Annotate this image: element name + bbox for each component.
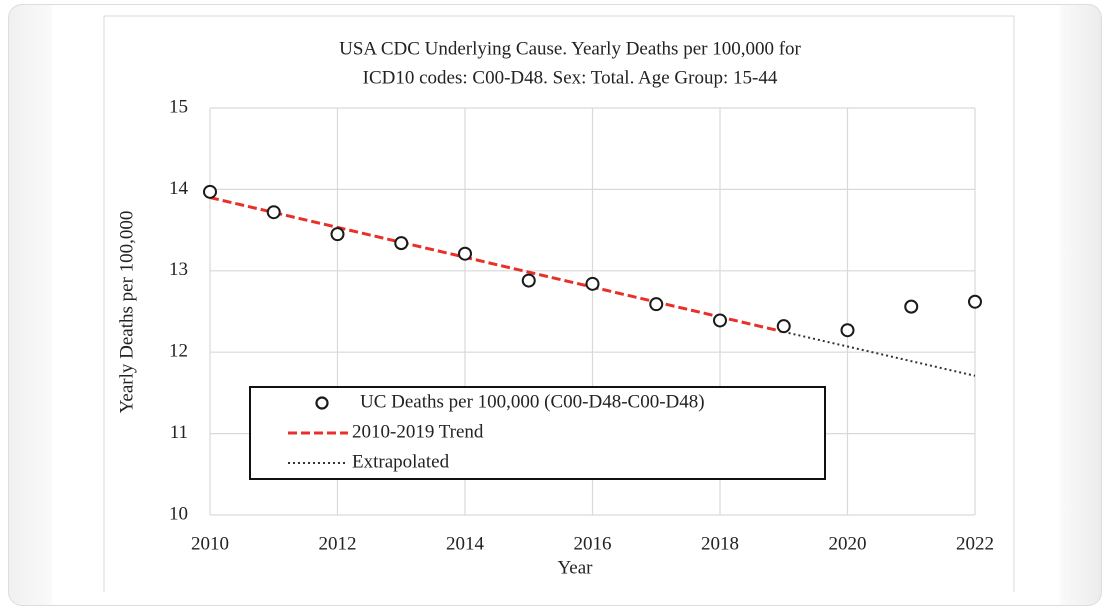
y-axis-label: Yearly Deaths per 100,000 <box>116 211 137 414</box>
x-tick-label: 2010 <box>191 533 229 554</box>
x-tick-label: 2022 <box>956 533 994 554</box>
chart-title: ICD10 codes: C00-D48. Sex: Total. Age Gr… <box>363 67 778 88</box>
trend-line <box>209 196 785 334</box>
y-tick-label: 12 <box>169 341 188 362</box>
data-point <box>585 276 600 291</box>
x-tick-label: 2014 <box>446 533 485 554</box>
data-point <box>776 319 791 334</box>
x-tick-label: 2020 <box>829 533 867 554</box>
data-point <box>266 205 281 220</box>
data-point <box>330 227 345 242</box>
x-tick-label: 2016 <box>574 533 612 554</box>
legend-box <box>249 386 826 480</box>
data-point <box>203 184 217 199</box>
data-point <box>521 273 536 288</box>
y-tick-label: 14 <box>169 178 189 199</box>
x-tick-label: 2018 <box>701 533 739 554</box>
chart: USA CDC Underlying Cause. Yearly Deaths … <box>103 15 1015 592</box>
data-point <box>713 313 727 328</box>
x-axis-label: Year <box>557 557 593 578</box>
legend-marker <box>315 396 329 410</box>
chart-title: USA CDC Underlying Cause. Yearly Deaths … <box>339 38 801 59</box>
x-tick-label: 2012 <box>319 533 357 554</box>
data-point <box>968 294 982 309</box>
chart-frame <box>103 15 1015 592</box>
y-tick-label: 15 <box>169 96 188 117</box>
legend-label: Extrapolated <box>352 451 450 472</box>
legend-label: UC Deaths per 100,000 (C00-D48-C00-D48) <box>360 391 705 412</box>
data-point <box>394 236 409 251</box>
y-tick-label: 13 <box>169 259 188 280</box>
data-point <box>904 299 919 314</box>
legend-label: 2010-2019 Trend <box>352 421 484 442</box>
data-point <box>458 246 472 261</box>
page: USA CDC Underlying Cause. Yearly Deaths … <box>8 4 1102 606</box>
y-tick-label: 10 <box>169 503 188 524</box>
y-tick-label: 11 <box>170 422 188 443</box>
data-point <box>840 323 855 338</box>
data-point <box>649 297 664 312</box>
